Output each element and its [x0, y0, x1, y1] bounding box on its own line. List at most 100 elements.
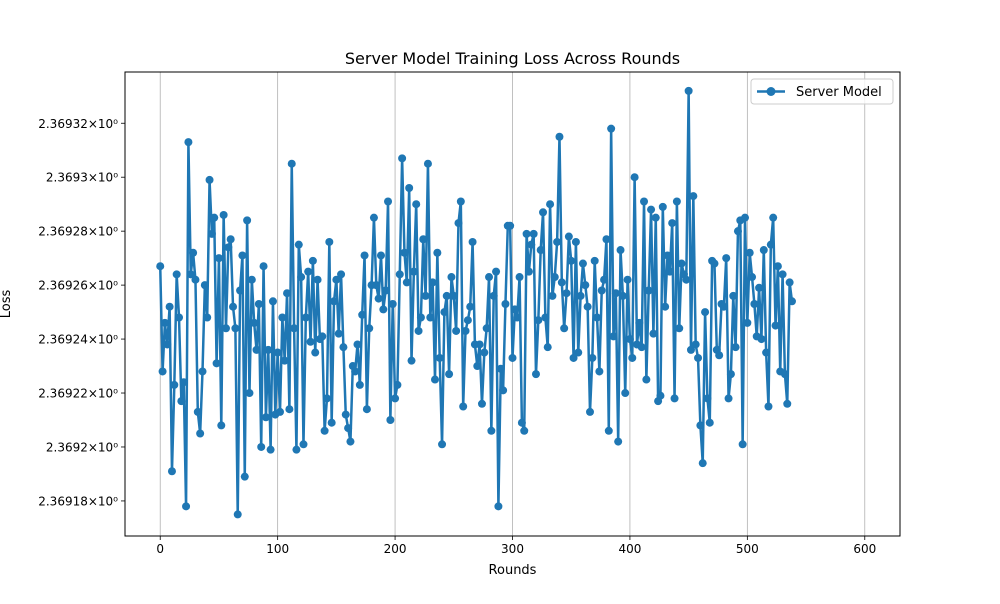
data-point: [381, 286, 390, 295]
data-point: [482, 324, 491, 333]
data-point: [231, 324, 240, 333]
data-point: [729, 291, 738, 300]
x-tick-label: 400: [618, 542, 641, 556]
data-point: [668, 219, 677, 228]
data-point: [372, 281, 381, 290]
y-tick-label: 2.36928×10⁰: [38, 225, 118, 239]
data-point: [764, 402, 773, 411]
data-point: [196, 429, 205, 438]
data-point: [179, 378, 188, 387]
data-point: [214, 254, 223, 263]
data-point: [616, 246, 625, 255]
data-point: [527, 240, 536, 249]
data-point: [186, 270, 195, 279]
data-point: [710, 259, 719, 268]
data-point: [428, 278, 437, 287]
data-point: [365, 324, 374, 333]
data-point: [705, 418, 714, 427]
data-point: [334, 329, 343, 338]
data-point: [743, 318, 752, 327]
data-point: [217, 421, 226, 430]
data-point: [787, 297, 796, 306]
data-point: [332, 275, 341, 284]
data-point: [423, 159, 432, 168]
data-point: [696, 421, 705, 430]
data-point: [571, 237, 580, 246]
y-tick-label: 2.36932×10⁰: [38, 117, 118, 131]
data-point: [686, 345, 695, 354]
data-point: [454, 219, 463, 228]
data-point: [207, 229, 216, 238]
data-point: [400, 248, 409, 257]
data-point: [325, 237, 334, 246]
data-point: [395, 270, 404, 279]
data-point: [745, 248, 754, 257]
data-point: [614, 437, 623, 446]
data-point: [351, 367, 360, 376]
data-point: [553, 237, 562, 246]
data-point: [257, 442, 266, 451]
data-point: [675, 324, 684, 333]
y-tick-label: 2.36922×10⁰: [38, 387, 118, 401]
data-point: [353, 340, 362, 349]
x-axis-ticks: 0 100 200 300 400 500 600: [156, 536, 876, 556]
data-point: [534, 316, 543, 325]
data-point: [210, 213, 219, 222]
data-point: [703, 394, 712, 403]
data-point: [426, 313, 435, 322]
data-point: [583, 302, 592, 311]
data-point: [731, 343, 740, 352]
data-point: [780, 370, 789, 379]
data-point: [630, 173, 639, 182]
data-point: [621, 389, 630, 398]
data-point: [346, 437, 355, 446]
data-point: [586, 407, 594, 416]
data-point: [240, 472, 249, 481]
data-point: [555, 132, 564, 141]
y-tick-label: 2.3692×10⁰: [46, 440, 118, 454]
data-point: [301, 313, 310, 322]
data-point: [374, 294, 383, 303]
data-point: [569, 353, 578, 362]
data-point: [313, 275, 322, 284]
data-point: [266, 445, 275, 454]
data-point: [172, 270, 181, 279]
data-point: [278, 313, 287, 322]
y-tick-label: 2.36926×10⁰: [38, 279, 118, 293]
data-point: [402, 278, 411, 287]
data-point: [247, 275, 256, 284]
data-point: [268, 297, 277, 306]
data-point: [459, 402, 468, 411]
data-point: [607, 124, 616, 133]
data-point: [501, 300, 510, 308]
data-point: [238, 251, 247, 260]
data-point: [609, 332, 618, 341]
data-point: [588, 353, 597, 362]
data-point: [440, 308, 449, 317]
data-point: [762, 348, 771, 357]
data-point: [456, 197, 465, 206]
data-point: [198, 367, 207, 376]
data-point: [273, 348, 282, 357]
data-point: [229, 302, 238, 311]
data-point: [635, 318, 644, 327]
data-point: [766, 240, 775, 249]
data-point: [405, 184, 414, 192]
data-point: [602, 235, 611, 244]
data-point: [318, 332, 327, 341]
data-point: [442, 291, 451, 300]
data-point: [546, 200, 555, 209]
data-point: [191, 275, 200, 284]
data-point: [722, 254, 731, 263]
data-point: [593, 313, 602, 322]
data-point: [362, 405, 371, 414]
data-point: [170, 380, 179, 389]
data-point: [447, 273, 456, 282]
data-point: [189, 248, 198, 257]
data-point: [536, 246, 545, 255]
data-point: [431, 375, 439, 384]
data-point: [663, 251, 672, 260]
data-point: [156, 262, 165, 271]
